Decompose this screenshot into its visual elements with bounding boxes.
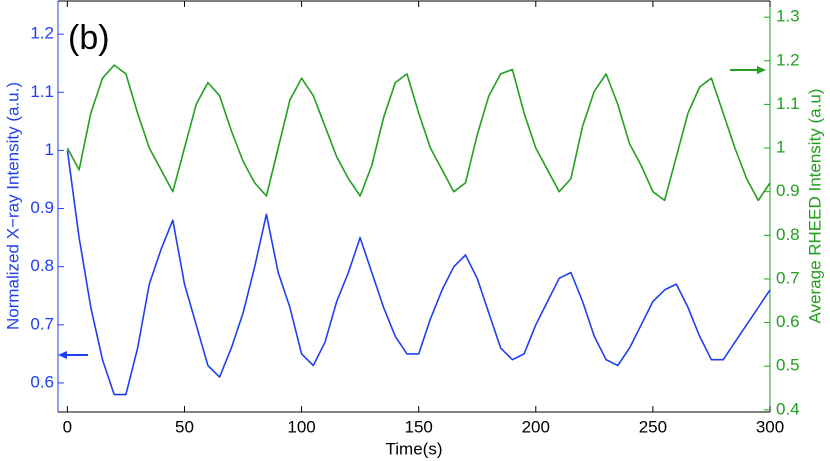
y-tick-label: 0.7 bbox=[30, 314, 54, 333]
y2-tick-label: 0.8 bbox=[776, 225, 800, 244]
y2-tick-label: 0.7 bbox=[776, 268, 800, 287]
y2-axis-label: Average RHEED Intensity (a.u) bbox=[805, 89, 824, 324]
x-tick-label: 200 bbox=[522, 417, 550, 436]
y-tick-label: 1.2 bbox=[30, 24, 54, 43]
y2-tick-label: 0.9 bbox=[776, 181, 800, 200]
y2-tick-label: 1.1 bbox=[776, 94, 800, 113]
green-arrow bbox=[730, 66, 766, 74]
y-tick-label: 0.8 bbox=[30, 256, 54, 275]
data-line bbox=[66, 150, 771, 396]
x-tick-label: 250 bbox=[639, 417, 667, 436]
y2-tick-label: 0.5 bbox=[776, 356, 800, 375]
y2-tick-label: 0.6 bbox=[776, 312, 800, 331]
data-line bbox=[66, 64, 771, 202]
y-tick-label: 0.9 bbox=[30, 198, 54, 217]
y-tick-label: 1.1 bbox=[30, 82, 54, 101]
x-axis-label: Time(s) bbox=[386, 439, 443, 458]
y-axis-label: Normalized X−ray Intensity (a.u.) bbox=[3, 82, 22, 330]
y2-tick-label: 1.2 bbox=[776, 50, 800, 69]
y2-tick-label: 1.3 bbox=[776, 7, 800, 26]
y-tick-label: 0.6 bbox=[30, 372, 54, 391]
blue-arrow bbox=[58, 351, 88, 359]
panel-label: (b) bbox=[68, 19, 110, 57]
y-tick-label: 1 bbox=[45, 140, 54, 159]
x-tick-label: 0 bbox=[63, 417, 72, 436]
x-tick-label: 100 bbox=[287, 417, 315, 436]
y2-tick-label: 0.4 bbox=[776, 399, 800, 418]
x-tick-label: 300 bbox=[756, 417, 784, 436]
x-tick-label: 150 bbox=[404, 417, 432, 436]
y2-tick-label: 1 bbox=[776, 138, 785, 157]
x-tick-label: 50 bbox=[175, 417, 194, 436]
